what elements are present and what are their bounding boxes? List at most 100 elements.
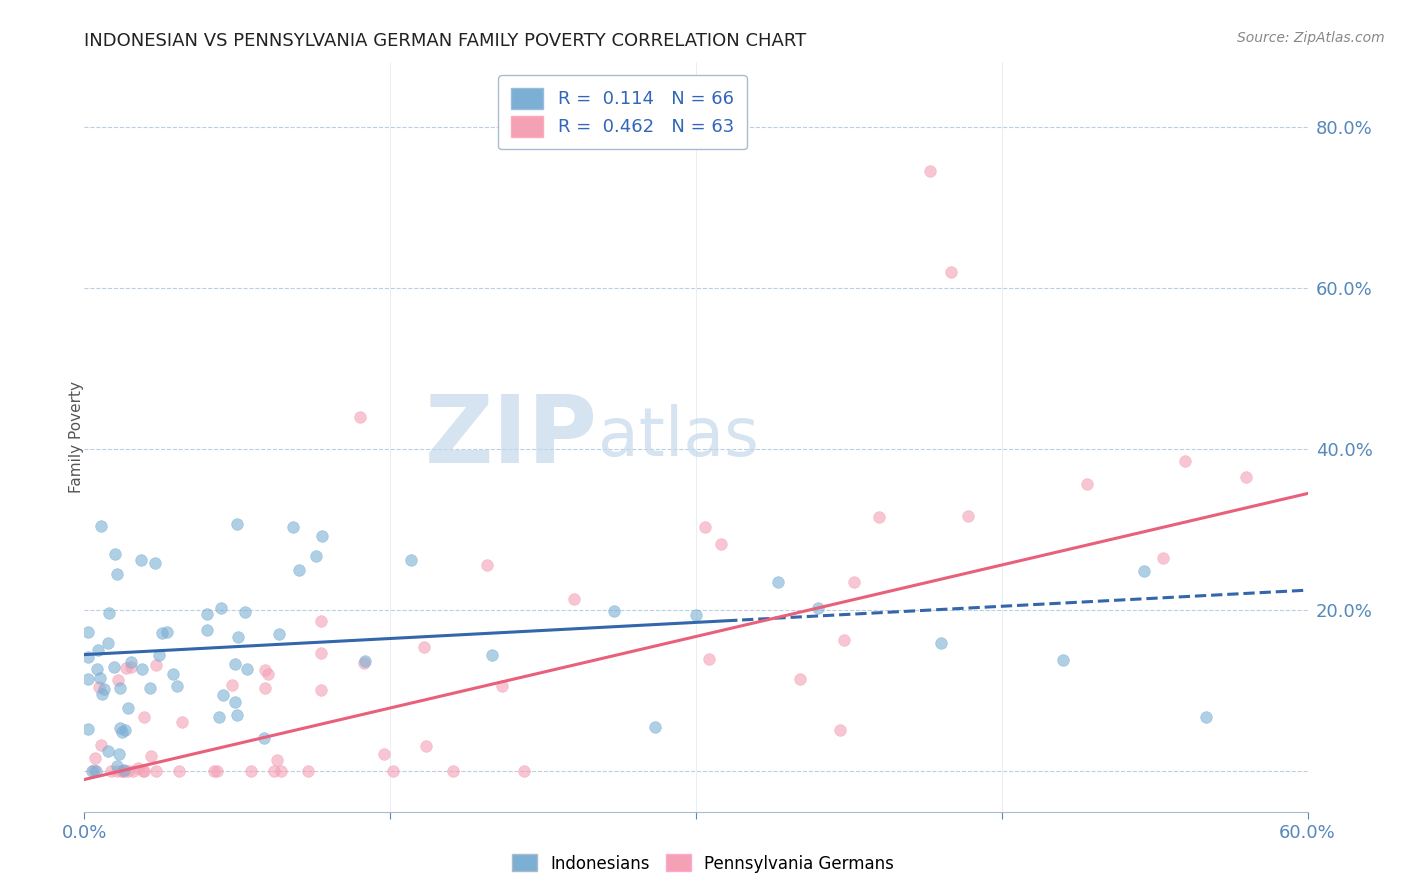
- Point: [97, 606, 120, 620]
- Point: [939, 265, 962, 279]
- Point: [205, 764, 228, 779]
- Point: [105, 764, 128, 779]
- Point: [112, 764, 135, 779]
- Point: [77, 722, 100, 736]
- Point: [311, 682, 333, 697]
- Point: [90, 518, 112, 533]
- Point: [195, 607, 218, 622]
- Point: [603, 604, 626, 618]
- Point: [97, 744, 120, 758]
- Point: [97, 636, 120, 650]
- Point: [89, 671, 111, 685]
- Point: [134, 710, 156, 724]
- Point: [127, 761, 149, 775]
- Point: [1052, 652, 1074, 666]
- Point: [139, 748, 162, 763]
- Point: [789, 673, 811, 687]
- Point: [1076, 477, 1098, 491]
- Point: [167, 764, 190, 779]
- Point: [311, 529, 333, 543]
- Point: [491, 679, 513, 693]
- Point: [145, 657, 167, 672]
- Point: [166, 679, 188, 693]
- Point: [148, 648, 170, 662]
- Point: [86, 643, 108, 657]
- Point: [253, 681, 276, 695]
- Point: [305, 549, 328, 564]
- Point: [117, 764, 139, 779]
- Point: [236, 661, 259, 675]
- Point: [77, 672, 100, 686]
- Point: [283, 519, 305, 533]
- Point: [103, 660, 125, 674]
- Text: INDONESIAN VS PENNSYLVANIA GERMAN FAMILY POVERTY CORRELATION CHART: INDONESIAN VS PENNSYLVANIA GERMAN FAMILY…: [84, 32, 807, 50]
- Point: [131, 662, 153, 676]
- Point: [710, 537, 733, 551]
- Point: [132, 764, 155, 779]
- Point: [129, 552, 152, 566]
- Text: Source: ZipAtlas.com: Source: ZipAtlas.com: [1237, 31, 1385, 45]
- Point: [90, 739, 112, 753]
- Point: [415, 739, 437, 754]
- Point: [226, 707, 249, 722]
- Text: atlas: atlas: [598, 404, 759, 470]
- Point: [697, 652, 720, 666]
- Point: [111, 725, 134, 739]
- Point: [77, 650, 100, 665]
- Point: [224, 657, 246, 671]
- Point: [77, 625, 100, 640]
- Point: [477, 558, 499, 572]
- Point: [1236, 470, 1258, 484]
- Point: [311, 647, 333, 661]
- Point: [117, 700, 139, 714]
- Point: [120, 655, 142, 669]
- Point: [956, 508, 979, 523]
- Point: [120, 659, 142, 673]
- Point: [226, 516, 249, 531]
- Point: [108, 721, 131, 735]
- Point: [311, 614, 333, 628]
- Point: [842, 575, 865, 590]
- Point: [253, 664, 276, 678]
- Point: [112, 764, 135, 778]
- Point: [212, 688, 235, 702]
- Point: [162, 667, 184, 681]
- Point: [1174, 454, 1197, 468]
- Y-axis label: Family Poverty: Family Poverty: [69, 381, 83, 493]
- Point: [868, 510, 890, 524]
- Point: [100, 764, 122, 779]
- Point: [132, 764, 155, 779]
- Point: [110, 764, 132, 779]
- Point: [830, 723, 852, 738]
- Point: [562, 591, 585, 606]
- Point: [481, 648, 503, 663]
- Point: [1152, 550, 1174, 565]
- Point: [266, 753, 288, 767]
- Point: [644, 720, 666, 734]
- Legend: R =  0.114   N = 66, R =  0.462   N = 63: R = 0.114 N = 66, R = 0.462 N = 63: [498, 75, 747, 150]
- Point: [195, 624, 218, 638]
- Point: [156, 624, 179, 639]
- Point: [297, 764, 319, 779]
- Point: [105, 566, 128, 581]
- Point: [143, 557, 166, 571]
- Point: [108, 681, 131, 695]
- Point: [513, 764, 536, 779]
- Point: [354, 655, 377, 669]
- Point: [1133, 564, 1156, 578]
- Point: [202, 764, 225, 779]
- Point: [239, 764, 262, 779]
- Point: [114, 723, 136, 737]
- Point: [80, 764, 103, 779]
- Point: [373, 747, 395, 761]
- Point: [920, 164, 942, 178]
- Point: [412, 640, 434, 654]
- Point: [288, 563, 311, 577]
- Point: [111, 764, 134, 779]
- Point: [256, 667, 278, 681]
- Point: [263, 764, 285, 779]
- Point: [172, 715, 194, 730]
- Point: [353, 656, 375, 670]
- Point: [84, 764, 107, 779]
- Point: [226, 630, 249, 644]
